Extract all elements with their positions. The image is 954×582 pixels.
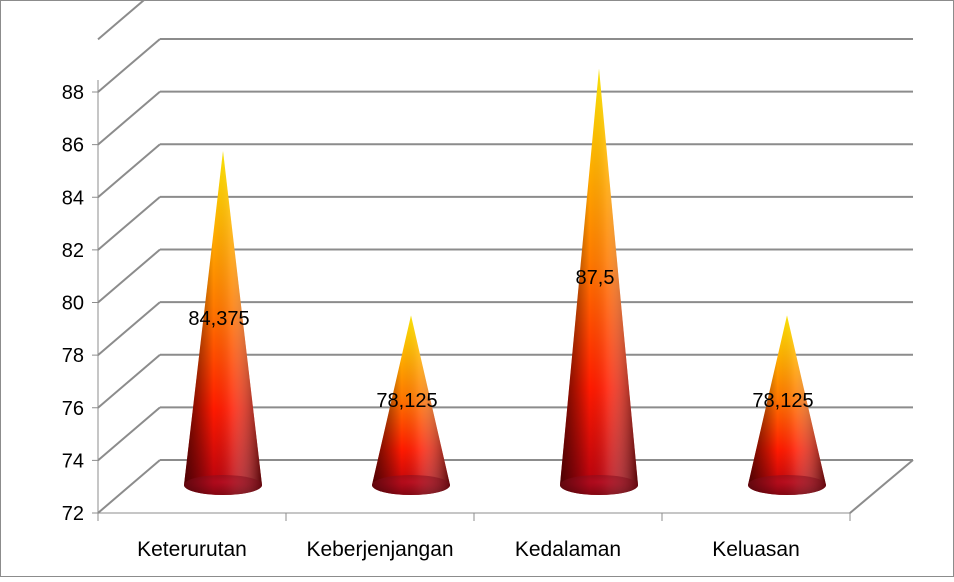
gridline-side <box>97 0 146 41</box>
gridline-side <box>97 301 161 356</box>
floor-edge <box>849 459 914 514</box>
data-label: 87,5 <box>576 267 615 289</box>
cone-base <box>184 475 262 495</box>
gridline-side <box>97 143 161 199</box>
gridline-side <box>97 459 161 514</box>
data-label: 78,125 <box>376 390 437 412</box>
cone-base <box>748 475 826 495</box>
cones <box>184 68 826 495</box>
y-tick-label: 84 <box>62 187 84 209</box>
cone-bar <box>560 68 638 495</box>
y-tick-label: 74 <box>62 450 84 472</box>
gridline-side <box>97 353 161 409</box>
cone-shading <box>372 315 450 495</box>
cone-base <box>560 475 638 495</box>
y-tick-label: 80 <box>62 293 84 315</box>
cone-bar <box>184 150 262 495</box>
gridline-side <box>97 248 161 304</box>
y-tick-label: 76 <box>62 398 84 420</box>
gridline-side <box>97 38 161 93</box>
data-label: 78,125 <box>752 390 813 412</box>
axes <box>92 80 914 521</box>
x-tick-labels: Keterurutan Keberjenjangan Kedalaman Keluas… <box>137 538 800 561</box>
y-tick-label: 78 <box>62 345 84 367</box>
x-tick-label: Keterurutan <box>137 538 247 561</box>
cone-base <box>372 475 450 495</box>
data-label: 84,375 <box>188 308 249 330</box>
y-tick-labels: 72 74 76 78 80 82 84 86 88 <box>62 82 84 525</box>
cone-shading <box>560 68 638 495</box>
x-tick-label: Kedalaman <box>515 538 621 561</box>
y-tick-label: 88 <box>62 82 84 104</box>
x-tick-label: Keberjenjangan <box>306 538 453 561</box>
gridline-side <box>97 90 161 146</box>
cone-bar <box>372 315 450 495</box>
y-tick-label: 86 <box>62 135 84 157</box>
y-tick-label: 72 <box>62 503 84 525</box>
x-tick-label: Keluasan <box>712 538 800 561</box>
gridline-side <box>97 196 161 251</box>
cone-bar <box>748 315 826 495</box>
cone-shading <box>184 150 262 495</box>
cone-shading <box>748 315 826 495</box>
gridline-side <box>97 406 161 462</box>
data-labels: 84,375 78,125 87,5 78,125 <box>188 267 813 412</box>
y-tick-label: 82 <box>62 240 84 262</box>
